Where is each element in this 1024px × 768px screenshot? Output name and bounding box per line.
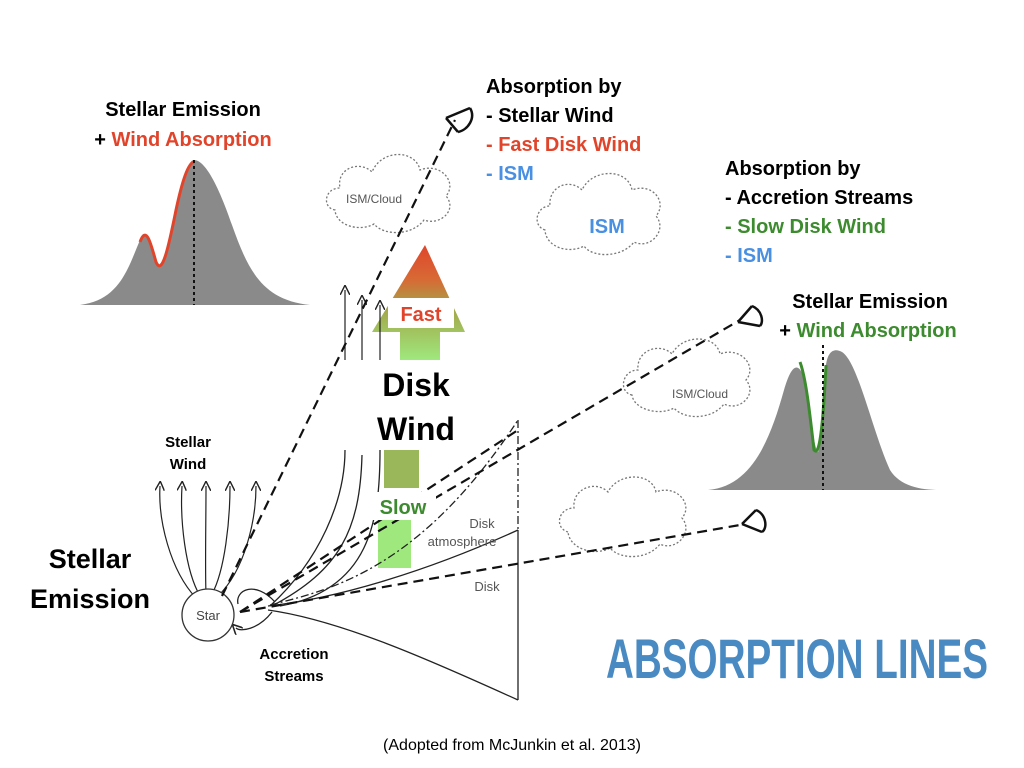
left-panel-plus: +: [94, 129, 111, 151]
fast-label: Fast: [400, 304, 441, 326]
stellar-wind-arrows: [160, 486, 256, 599]
citation: (Adopted from McJunkin et al. 2013): [383, 737, 641, 754]
absorption-top-item3: - ISM: [486, 163, 534, 185]
cloud-lower-right: [558, 476, 687, 558]
stellar-emission-line1: Stellar: [49, 544, 132, 574]
left-panel-wind-absorption: Wind Absorption: [112, 129, 272, 151]
cloud-ism-right: [622, 338, 751, 418]
absorption-top-item2: - Fast Disk Wind: [486, 134, 641, 156]
right-panel-wind-absorption: Wind Absorption: [797, 320, 957, 342]
absorption-top-heading: Absorption by: [486, 76, 622, 98]
absorption-right-heading: Absorption by: [725, 158, 861, 180]
disk-atmosphere-line2: atmosphere: [428, 534, 497, 549]
lines-of-sight: [221, 119, 741, 614]
accretion-streams: [236, 588, 276, 630]
right-absorption-curve: [798, 361, 828, 453]
left-line-profile: [80, 160, 310, 305]
disk-label: Disk: [474, 579, 500, 594]
accretion-line2: Streams: [264, 668, 323, 685]
stellar-wind-line1: Stellar: [165, 434, 211, 451]
right-panel-line2: + Wind Absorption: [779, 320, 956, 342]
observer-eye-top: [445, 106, 474, 134]
cloud-ism-top: [325, 154, 451, 234]
star-label: Star: [196, 608, 221, 623]
left-panel-line1: Stellar Emission: [105, 99, 261, 121]
star: [181, 588, 235, 642]
left-panel-line2: + Wind Absorption: [94, 129, 271, 151]
absorption-lines-title: ABSORPTION LINES: [606, 627, 988, 690]
disk-wind-label-line2: Wind: [377, 411, 455, 447]
absorption-right-item3: - ISM: [725, 245, 773, 267]
right-emission-profile: [708, 350, 940, 490]
fast-wind-lines: [345, 290, 380, 360]
accretion-line1: Accretion: [259, 646, 328, 663]
observer-eye-right: [737, 304, 764, 328]
observer-eye-bottom: [741, 508, 767, 534]
right-panel-line1: Stellar Emission: [792, 291, 948, 313]
absorption-right-item1: - Accretion Streams: [725, 187, 913, 209]
cloud-right-label: ISM/Cloud: [672, 387, 728, 401]
left-absorption-curve: [138, 160, 195, 268]
absorption-right-item2: - Slow Disk Wind: [725, 216, 886, 238]
disk-wind-label-line1: Disk: [382, 367, 450, 403]
fast-label-box: [388, 298, 454, 328]
right-panel-plus: +: [779, 320, 796, 342]
cloud-ism-middle: [536, 172, 661, 256]
slow-label: Slow: [380, 497, 427, 519]
slow-label-box: [370, 492, 436, 520]
absorption-top-item1: - Stellar Wind: [486, 105, 614, 127]
cloud-middle-label: ISM: [589, 216, 625, 238]
right-line-profile: [708, 345, 940, 490]
cloud-top-label: ISM/Cloud: [346, 192, 402, 206]
stellar-emission-line2: Emission: [30, 584, 150, 614]
stellar-wind-line2: Wind: [170, 456, 207, 473]
disk-atmosphere-line1: Disk: [469, 516, 495, 531]
